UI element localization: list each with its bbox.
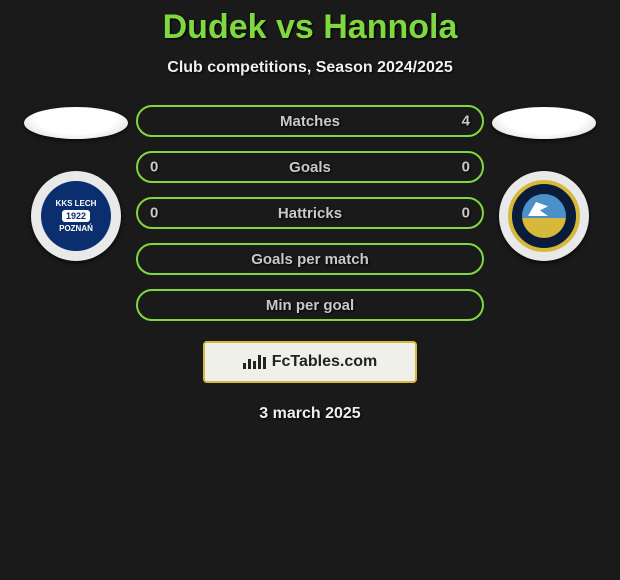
page-title: Dudek vs Hannola bbox=[163, 8, 458, 47]
bar-chart-bar bbox=[263, 357, 266, 369]
widget-root: Dudek vs Hannola Club competitions, Seas… bbox=[0, 0, 620, 423]
stat-label: Goals bbox=[289, 159, 331, 176]
stats-rows: Matches 4 0 Goals 0 0 Hattricks 0 Goals … bbox=[136, 105, 484, 321]
left-club-bottom-text: POZNAŃ bbox=[59, 224, 93, 233]
left-player-column: KKS LECH 1922 POZNAŃ bbox=[16, 105, 136, 261]
bar-chart-bar bbox=[248, 359, 251, 369]
comparison-block: KKS LECH 1922 POZNAŃ Matches 4 0 Goals 0… bbox=[0, 105, 620, 321]
stat-label: Matches bbox=[280, 113, 340, 130]
left-player-avatar[interactable] bbox=[24, 107, 128, 139]
right-club-badge-ring bbox=[508, 180, 580, 252]
fctables-watermark[interactable]: FcTables.com bbox=[203, 341, 417, 383]
left-club-badge[interactable]: KKS LECH 1922 POZNAŃ bbox=[31, 171, 121, 261]
stat-label: Hattricks bbox=[278, 205, 342, 222]
left-club-year: 1922 bbox=[62, 210, 90, 222]
bar-chart-icon bbox=[243, 355, 266, 369]
stat-label: Min per goal bbox=[266, 297, 354, 314]
watermark-text: FcTables.com bbox=[272, 353, 378, 371]
stat-row-hattricks: 0 Hattricks 0 bbox=[136, 197, 484, 229]
stat-right-value: 4 bbox=[462, 113, 470, 130]
right-club-badge[interactable] bbox=[499, 171, 589, 261]
right-player-avatar[interactable] bbox=[492, 107, 596, 139]
bar-chart-bar bbox=[243, 363, 246, 369]
page-subtitle: Club competitions, Season 2024/2025 bbox=[167, 59, 452, 77]
stat-right-value: 0 bbox=[462, 205, 470, 222]
stat-left-value: 0 bbox=[150, 205, 158, 222]
stat-right-value: 0 bbox=[462, 159, 470, 176]
bar-chart-bar bbox=[253, 361, 256, 369]
bird-icon bbox=[528, 202, 548, 216]
stat-left-value: 0 bbox=[150, 159, 158, 176]
stat-label: Goals per match bbox=[251, 251, 369, 268]
left-club-top-text: KKS LECH bbox=[56, 199, 97, 208]
stat-row-goals: 0 Goals 0 bbox=[136, 151, 484, 183]
bar-chart-bar bbox=[258, 355, 261, 369]
right-club-badge-center bbox=[522, 194, 566, 238]
stat-row-min-per-goal: Min per goal bbox=[136, 289, 484, 321]
left-club-badge-inner: KKS LECH 1922 POZNAŃ bbox=[41, 181, 111, 251]
stat-row-goals-per-match: Goals per match bbox=[136, 243, 484, 275]
footer-date: 3 march 2025 bbox=[259, 405, 360, 423]
stat-row-matches: Matches 4 bbox=[136, 105, 484, 137]
right-player-column bbox=[484, 105, 604, 261]
